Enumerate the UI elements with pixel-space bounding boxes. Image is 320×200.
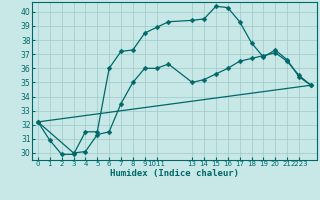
X-axis label: Humidex (Indice chaleur): Humidex (Indice chaleur) (110, 169, 239, 178)
